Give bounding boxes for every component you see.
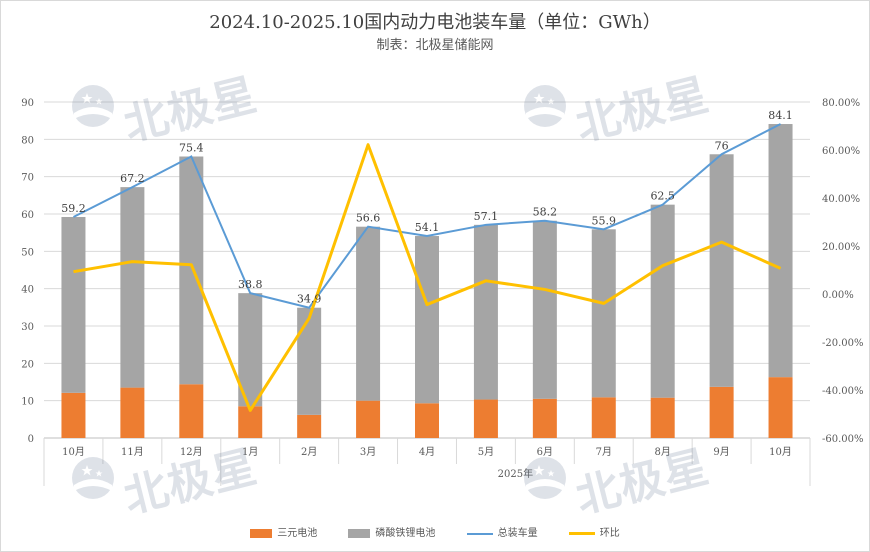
chart-title: 2024.10-2025.10国内动力电池装车量（单位：GWh） <box>209 12 661 33</box>
y-left-tick-label: 20 <box>21 359 34 370</box>
legend-swatch-mom <box>568 532 595 535</box>
bar-ternary <box>120 387 145 438</box>
bar-ternary <box>532 398 557 438</box>
y-right-tick-label: 60.00% <box>822 146 860 157</box>
y-right-tick-label: 40.00% <box>822 194 860 205</box>
legend-item-lfp: 磷酸铁锂电池 <box>348 524 435 539</box>
y-right-tick-label: -60.00% <box>822 434 864 445</box>
x-tick-label: 4月 <box>419 446 435 458</box>
bar-ternary <box>297 414 322 438</box>
data-label-total: 54.1 <box>415 221 440 234</box>
bar-lfp <box>415 236 439 404</box>
data-label-total: 57.1 <box>474 210 499 223</box>
chart-subtitle: 制表：北极星储能网 <box>376 38 494 53</box>
legend-item-mom: 环比 <box>568 524 620 539</box>
data-label-total: 55.9 <box>592 214 617 227</box>
bar-ternary <box>473 399 498 438</box>
legend-item-total: 总装车量 <box>466 524 538 539</box>
data-label-total: 38.8 <box>238 278 263 291</box>
legend-swatch-lfp <box>348 529 371 538</box>
legend-item-ternary: 三元电池 <box>250 524 317 539</box>
x-tick-label: 9月 <box>713 446 729 458</box>
legend-label-ternary: 三元电池 <box>277 528 318 539</box>
data-label-total: 59.2 <box>61 202 86 215</box>
bar-lfp <box>591 229 616 398</box>
bar-ternary <box>650 397 675 438</box>
watermark: 北极星 <box>522 69 714 151</box>
x-group-label: 2025年 <box>498 467 533 480</box>
y-right-tick-label: 0.00% <box>822 290 854 301</box>
y-left-tick-label: 40 <box>21 285 34 296</box>
bar-lfp <box>709 154 734 387</box>
polaris-star-logo-icon <box>72 457 114 499</box>
x-tick-label: 3月 <box>360 446 376 458</box>
x-tick-label: 7月 <box>596 446 612 458</box>
bar-ternary <box>356 400 381 438</box>
y-left-tick-label: 90 <box>21 98 34 109</box>
x-tick-label: 12月 <box>180 446 203 458</box>
y-right-tick-label: -20.00% <box>822 338 864 349</box>
line-mom <box>73 143 782 412</box>
polaris-star-logo-icon <box>72 85 114 127</box>
x-tick-label: 8月 <box>655 446 671 458</box>
x-tick-label: 5月 <box>478 446 494 458</box>
data-label-total: 84.1 <box>768 109 793 122</box>
bar-lfp <box>179 156 204 385</box>
y-left-tick-label: 0 <box>28 434 34 445</box>
bar-ternary <box>61 392 86 438</box>
y-right-tick-label: 80.00% <box>822 98 860 109</box>
bar-ternary <box>415 403 439 438</box>
x-tick-label: 2月 <box>301 446 317 458</box>
legend-swatch-ternary <box>250 529 273 538</box>
y-left-tick-label: 70 <box>21 173 34 184</box>
x-tick-label: 6月 <box>537 446 553 458</box>
watermark: 北极星 <box>70 69 262 151</box>
data-label-total: 34.9 <box>297 293 322 306</box>
y-left-tick-label: 30 <box>21 322 34 333</box>
data-label-total: 58.2 <box>533 206 558 219</box>
legend-swatch-total <box>466 532 493 535</box>
bar-ternary <box>591 397 616 438</box>
watermark: 北极星 <box>522 441 714 523</box>
data-label-total: 56.6 <box>356 212 381 225</box>
polaris-star-logo-icon <box>524 457 566 499</box>
bar-lfp <box>473 224 498 400</box>
bar-lfp <box>650 204 675 398</box>
bar-lfp <box>61 216 86 393</box>
data-label-total: 67.2 <box>120 172 145 185</box>
x-tick-label: 11月 <box>121 446 144 458</box>
y-left-tick-label: 80 <box>21 135 34 146</box>
bar-lfp <box>120 187 145 388</box>
bar-lfp <box>768 124 793 378</box>
watermark: 北极星 <box>70 441 262 523</box>
bar-ternary <box>709 386 734 438</box>
y-left-tick-label: 60 <box>21 210 34 221</box>
x-tick-label: 10月 <box>62 446 85 458</box>
line-total <box>73 123 781 309</box>
data-label-total: 62.5 <box>650 190 675 203</box>
y-right-tick-label: 20.00% <box>822 242 860 253</box>
chart-legend: 三元电池 磷酸铁锂电池 总装车量 环比 <box>0 524 870 539</box>
data-label-total: 75.4 <box>179 142 204 155</box>
data-label-total: 76 <box>715 139 729 152</box>
legend-label-mom: 环比 <box>599 528 620 539</box>
polaris-star-logo-icon <box>524 85 566 127</box>
x-tick-label: 10月 <box>769 446 792 458</box>
legend-label-total: 总装车量 <box>497 528 538 539</box>
y-left-tick-label: 10 <box>21 397 34 408</box>
bar-ternary <box>768 377 793 438</box>
bar-lfp <box>297 307 322 415</box>
y-right-tick-label: -40.00% <box>822 386 864 397</box>
y-left-tick-label: 50 <box>21 247 34 258</box>
bar-lfp <box>532 220 557 399</box>
x-tick-label: 1月 <box>242 446 258 458</box>
bar-lfp <box>356 226 381 401</box>
bar-ternary <box>179 384 204 438</box>
legend-label-lfp: 磷酸铁锂电池 <box>375 528 436 539</box>
